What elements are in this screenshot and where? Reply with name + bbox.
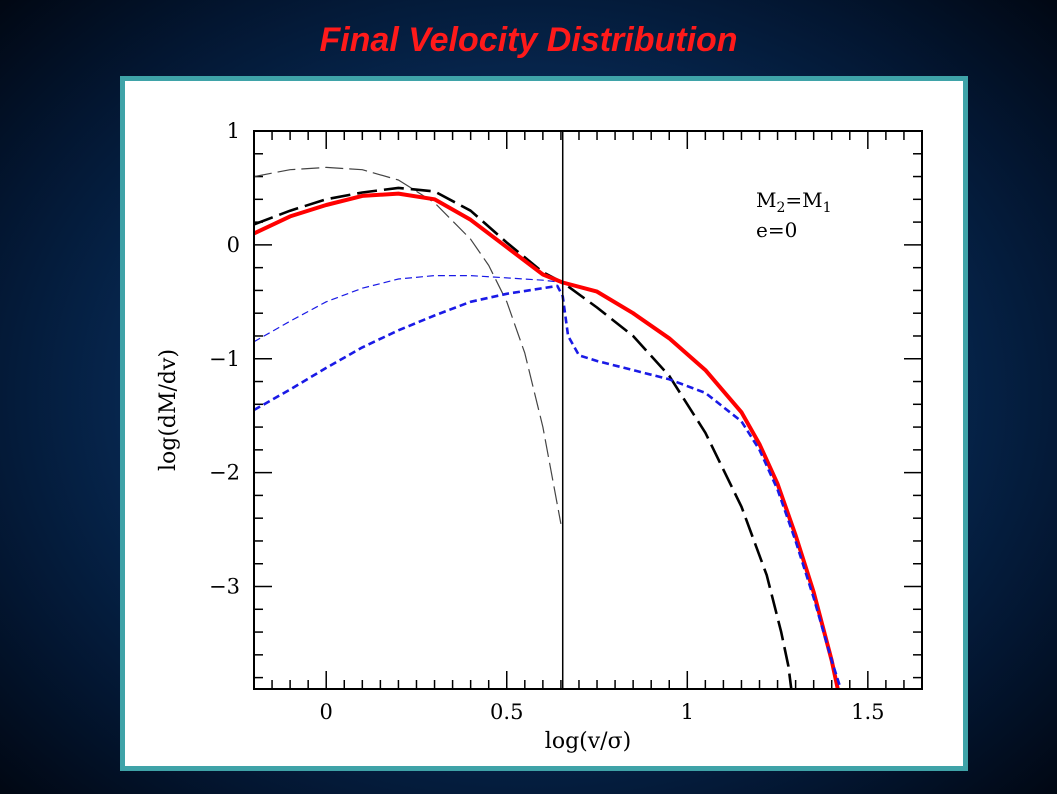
x-tick-label: 0.5 <box>490 700 523 724</box>
series-line-solid-thick-red <box>254 191 840 689</box>
annotation-eccentricity: e=0 <box>756 218 797 242</box>
annotation-mass-ratio: M2=M1 <box>756 188 832 216</box>
series-line-short-dash-blue-thin <box>254 275 563 343</box>
series-line-short-dash-blue-thick <box>254 284 843 689</box>
plot-card: 0 0.5 1 1.5 1 0 −1 −2 −3 log(v/σ) log(dM/dv) M2=… <box>120 76 968 771</box>
x-tick-label: 1 <box>681 700 694 724</box>
series-line-long-dash-black <box>254 186 793 689</box>
series-line-long-dash-gray-thin <box>254 166 562 525</box>
velocity-distribution-chart: 0 0.5 1 1.5 1 0 −1 −2 −3 log(v/σ) log(dM/dv) M2=… <box>156 119 923 754</box>
x-tick-label: 0 <box>320 700 333 724</box>
y-tick-label: 1 <box>227 119 240 143</box>
y-tick-label: 0 <box>227 233 240 257</box>
y-tick-label: −2 <box>209 461 240 485</box>
slide-title: Final Velocity Distribution <box>319 21 738 59</box>
tick-labels: 0 0.5 1 1.5 1 0 −1 −2 −3 <box>209 119 885 724</box>
parameter-annotation: M2=M1 e=0 <box>756 188 832 242</box>
plot-frame <box>253 130 923 690</box>
y-tick-label: −3 <box>209 575 240 599</box>
x-axis-label: log(v/σ) <box>545 729 631 754</box>
series-layer <box>254 166 843 689</box>
y-axis-label: log(dM/dv) <box>156 349 181 471</box>
x-tick-label: 1.5 <box>851 700 884 724</box>
y-tick-label: −1 <box>209 347 240 371</box>
